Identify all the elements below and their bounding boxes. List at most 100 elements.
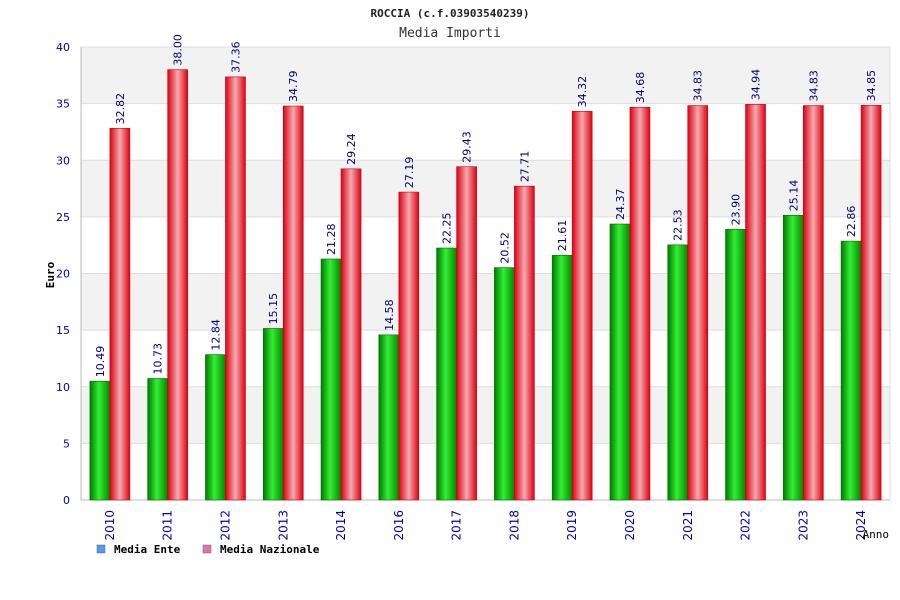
bar-media-nazionale <box>745 104 766 501</box>
data-label-media-ente: 10.73 <box>152 343 165 375</box>
data-label-media-ente: 21.28 <box>325 224 338 256</box>
y-tick-label: 40 <box>56 41 70 54</box>
bar-media-nazionale <box>514 185 535 501</box>
y-tick-label: 10 <box>56 381 70 394</box>
x-tick-label: 2024 <box>854 510 868 541</box>
y-tick-label: 35 <box>56 98 70 111</box>
data-label-media-nazionale: 32.82 <box>114 93 127 124</box>
bar-media-ente <box>609 223 631 501</box>
plot-band <box>81 47 890 104</box>
bar-media-nazionale <box>282 105 304 501</box>
data-label-media-nazionale: 34.83 <box>692 70 705 102</box>
data-labels: 10.49 32.82 10.73 38.00 12.84 37.36 15.15 34.79… <box>94 34 878 377</box>
x-tick-label: 2018 <box>507 510 521 541</box>
data-label-media-nazionale: 27.71 <box>518 151 531 183</box>
data-label-media-nazionale: 29.43 <box>461 131 474 163</box>
x-tick-label: 2013 <box>276 510 290 541</box>
legend: Media Ente Media Nazionale <box>96 543 320 556</box>
y-tick-label: 30 <box>56 154 70 167</box>
data-label-media-nazionale: 38.00 <box>172 34 185 66</box>
bar-media-ente <box>147 378 168 501</box>
data-label-media-nazionale: 34.79 <box>287 71 300 103</box>
x-tick-label: 2014 <box>334 510 348 541</box>
data-label-media-ente: 23.90 <box>730 194 743 226</box>
x-tick-label: 2016 <box>392 510 406 541</box>
bar-media-ente <box>378 334 400 501</box>
data-label-media-ente: 22.86 <box>845 206 858 238</box>
legend-swatch <box>96 544 106 554</box>
x-axis-label: Anno <box>863 528 890 541</box>
data-label-media-nazionale: 34.32 <box>576 76 589 108</box>
plot-band <box>81 216 890 274</box>
bar-media-ente <box>667 244 689 501</box>
data-label-media-ente: 24.37 <box>614 189 627 221</box>
data-label-media-ente: 15.15 <box>267 293 280 325</box>
x-axis-ticks: 2010 2011 2012 2013 2014 2016 2017 2018 2019 2020… <box>103 510 868 541</box>
data-label-media-nazionale: 34.83 <box>807 70 820 102</box>
bar-media-nazionale <box>687 105 709 501</box>
data-label-media-ente: 22.53 <box>672 209 685 241</box>
plot-band <box>81 103 890 161</box>
legend-label: Media Nazionale <box>220 543 320 556</box>
plot-band <box>81 330 890 387</box>
legend-swatch <box>202 544 212 554</box>
x-tick-label: 2017 <box>450 510 464 541</box>
data-label-media-ente: 10.49 <box>94 346 107 378</box>
bar-media-ente <box>262 328 284 501</box>
data-label-media-ente: 12.84 <box>209 319 222 351</box>
bars <box>89 69 882 501</box>
data-label-media-nazionale: 34.85 <box>865 70 878 102</box>
bar-media-nazionale <box>456 166 477 501</box>
data-label-media-nazionale: 37.36 <box>229 41 242 73</box>
bar-media-ente <box>205 354 226 501</box>
legend-label: Media Ente <box>114 543 181 556</box>
plot-band <box>81 160 890 217</box>
data-label-media-ente: 20.52 <box>498 232 511 263</box>
bar-media-ente <box>725 229 746 501</box>
x-tick-label: 2011 <box>161 510 175 541</box>
x-tick-label: 2019 <box>565 510 579 541</box>
data-label-media-ente: 22.25 <box>441 213 454 245</box>
bar-media-ente <box>551 254 573 501</box>
bar-media-ente <box>320 258 342 501</box>
plot-band <box>81 386 890 444</box>
plot-band <box>81 273 890 331</box>
bar-media-ente <box>783 214 804 501</box>
x-tick-label: 2010 <box>103 510 117 541</box>
bar-media-nazionale <box>629 106 651 501</box>
y-tick-label: 15 <box>56 324 70 337</box>
bar-media-ente <box>840 240 862 501</box>
y-tick-label: 0 <box>63 494 70 507</box>
x-tick-label: 2020 <box>623 510 637 541</box>
y-tick-label: 5 <box>63 437 70 450</box>
plot-band <box>81 443 890 500</box>
data-label-media-ente: 25.14 <box>787 180 800 212</box>
data-label-media-ente: 21.61 <box>556 220 569 252</box>
y-tick-label: 25 <box>56 211 70 224</box>
y-axis-label: Euro <box>44 261 57 288</box>
bar-media-nazionale <box>340 168 362 501</box>
data-label-media-ente: 14.58 <box>383 299 396 331</box>
bar-media-nazionale <box>803 105 824 501</box>
x-tick-label: 2012 <box>218 510 232 541</box>
data-label-media-nazionale: 27.19 <box>403 157 416 189</box>
bar-media-nazionale <box>571 111 593 501</box>
bar-media-ente <box>89 380 111 501</box>
y-axis-ticks: 0 5 10 15 20 25 30 35 40 <box>56 41 70 507</box>
chart-subtitle: Media Importi <box>399 26 501 41</box>
x-tick-label: 2021 <box>681 510 695 541</box>
chart-title: ROCCIA (c.f.03903540239) <box>371 7 530 20</box>
bar-media-nazionale <box>225 76 246 501</box>
data-label-media-nazionale: 29.24 <box>345 133 358 165</box>
bar-media-nazionale <box>860 105 882 501</box>
y-tick-label: 20 <box>56 268 70 281</box>
data-label-media-nazionale: 34.94 <box>750 69 763 101</box>
bar-media-nazionale <box>167 69 188 501</box>
bar-media-nazionale <box>109 128 131 501</box>
data-label-media-nazionale: 34.68 <box>634 72 647 104</box>
bar-media-ente <box>436 247 457 501</box>
x-tick-label: 2022 <box>739 510 753 541</box>
x-tick-label: 2023 <box>796 510 810 541</box>
bar-media-nazionale <box>398 191 420 501</box>
